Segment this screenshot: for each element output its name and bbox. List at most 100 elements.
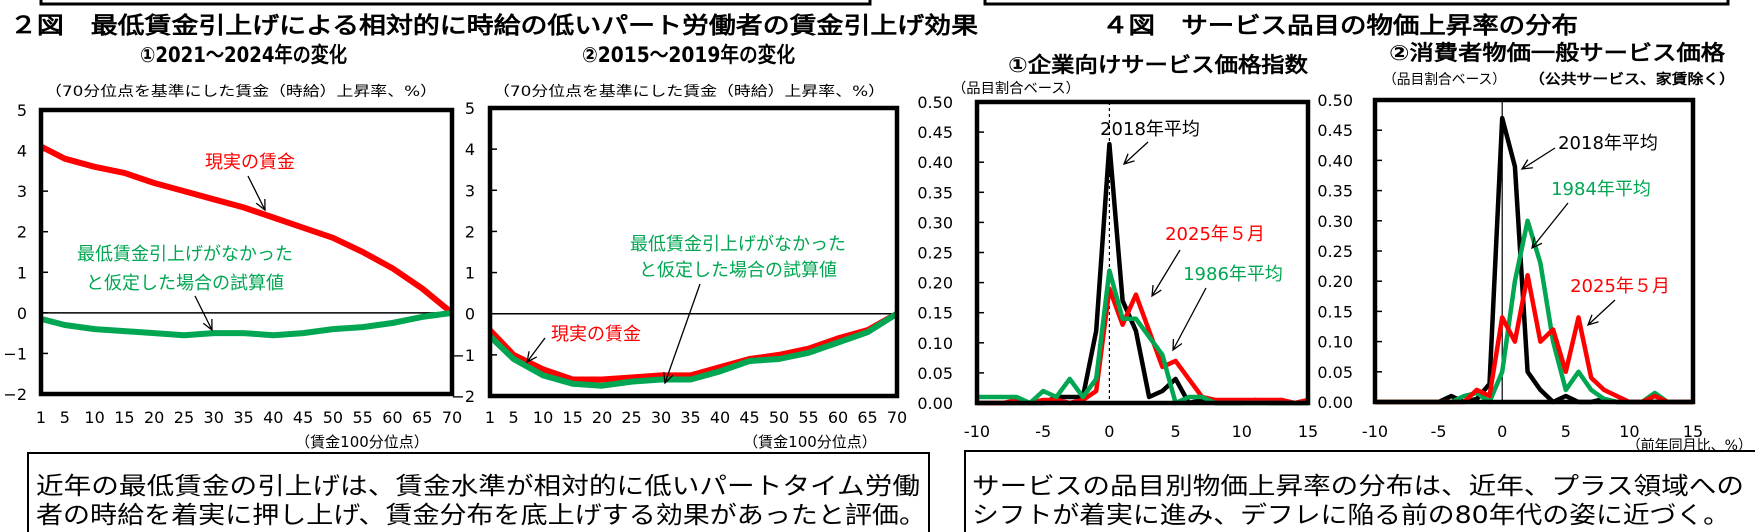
series-annotation: 最低賃金引上げがなかった bbox=[630, 234, 846, 255]
x-tick-label: 70 bbox=[887, 408, 907, 427]
x-tick-label: 70 bbox=[442, 408, 462, 427]
x-tick-label: 5 bbox=[60, 408, 70, 427]
x-tick-label: 10 bbox=[1619, 422, 1639, 441]
annotation-arrow-icon bbox=[1172, 287, 1207, 352]
x-tick-label: 30 bbox=[651, 408, 671, 427]
series-annotation: 2025年５月 bbox=[1165, 224, 1265, 245]
plot-frame bbox=[974, 99, 1311, 406]
chart4-note2: （公共サービス、家賃除く） bbox=[1529, 71, 1735, 88]
y-tick-label: 0 bbox=[17, 304, 27, 323]
x-tick-label: -5 bbox=[1431, 422, 1447, 441]
series-annotation: 1986年平均 bbox=[1183, 264, 1283, 285]
x-tick-label: 1 bbox=[36, 408, 46, 427]
x-tick-label: 15 bbox=[114, 408, 134, 427]
x-tick-label: -5 bbox=[1035, 422, 1051, 441]
x-tick-label: 5 bbox=[509, 408, 519, 427]
chart2-title: ②2015～2019年の変化 bbox=[582, 43, 795, 67]
y-tick-label: −1 bbox=[3, 344, 27, 363]
series-annotation: 1984年平均 bbox=[1551, 179, 1651, 200]
y-tick-label: 0.00 bbox=[917, 394, 953, 413]
x-tick-label: -10 bbox=[1362, 422, 1388, 441]
y-tick-label: 0.45 bbox=[917, 123, 953, 142]
figure2-comment-line1: 近年の最低賃金の引上げは、賃金水準が相対的に低いパートタイム労働 bbox=[36, 472, 920, 500]
y-tick-label: 0 bbox=[465, 305, 475, 324]
series-line-2 bbox=[977, 286, 1309, 406]
y-tick-label: −1 bbox=[451, 346, 475, 365]
figure2-comment-box bbox=[27, 452, 930, 532]
x-tick-label: 20 bbox=[592, 408, 612, 427]
x-tick-label: 10 bbox=[533, 408, 553, 427]
series-line-1 bbox=[487, 311, 899, 383]
chart-3: 0.50 0.45 0.40 0.35 0.30 0.25 0.20 0.15 0.10 0.05… bbox=[917, 93, 1318, 441]
figure4-comment-line1: サービスの品目別物価上昇率の分布は、近年、プラス領域への bbox=[972, 472, 1744, 500]
plot-frame bbox=[38, 107, 455, 397]
y-tick-label: 0.15 bbox=[1317, 302, 1353, 321]
x-tick-label: 25 bbox=[621, 408, 641, 427]
y-tick-label: 0.30 bbox=[917, 213, 953, 232]
x-tick-label: 15 bbox=[1683, 422, 1703, 441]
x-tick-label: 5 bbox=[1561, 422, 1571, 441]
y-tick-label: 0.40 bbox=[917, 153, 953, 172]
annotation-arrow-icon bbox=[1531, 202, 1569, 250]
y-tick-label: 0.25 bbox=[1317, 242, 1353, 261]
y-tick-label: 0.20 bbox=[917, 274, 953, 293]
chart4-title: ②消費者物価一般サービス価格 bbox=[1389, 41, 1726, 65]
series-line-2 bbox=[487, 311, 899, 389]
x-tick-label: 55 bbox=[798, 408, 818, 427]
x-tick-label: 0 bbox=[1497, 422, 1507, 441]
top-box-right bbox=[983, 0, 1730, 6]
y-tick-label: 0.30 bbox=[1317, 212, 1353, 231]
series-annotation: 2025年５月 bbox=[1570, 276, 1670, 297]
y-tick-label: 4 bbox=[465, 140, 475, 159]
x-tick-label: 40 bbox=[263, 408, 283, 427]
y-tick-label: 0.05 bbox=[917, 364, 953, 383]
chart1-title: ①2021～2024年の変化 bbox=[140, 43, 347, 67]
annotation-arrow-icon bbox=[1151, 249, 1181, 298]
series-annotation: 最低賃金引上げがなかった bbox=[77, 244, 293, 265]
annotation-arrow-icon bbox=[663, 283, 701, 385]
x-tick-label: 1 bbox=[485, 408, 495, 427]
y-tick-label: 2 bbox=[17, 223, 27, 242]
x-tick-label: 35 bbox=[233, 408, 253, 427]
x-tick-label: 15 bbox=[562, 408, 582, 427]
y-tick-label: 0.35 bbox=[1317, 182, 1353, 201]
annotation-arrow-icon bbox=[1122, 141, 1149, 166]
x-tick-label: 45 bbox=[293, 408, 313, 427]
plot-frame bbox=[487, 105, 900, 399]
y-tick-label: 1 bbox=[17, 263, 27, 282]
x-tick-label: 30 bbox=[204, 408, 224, 427]
series-annotation: 現実の賃金 bbox=[205, 152, 295, 173]
y-tick-label: 5 bbox=[17, 101, 27, 120]
y-tick-label: 0.15 bbox=[917, 304, 953, 323]
annotation-arrow-icon bbox=[1586, 299, 1616, 327]
x-tick-label: 15 bbox=[1298, 422, 1318, 441]
y-tick-label: −2 bbox=[451, 387, 475, 406]
series-line-1 bbox=[39, 143, 454, 316]
y-tick-label: 0.45 bbox=[1317, 121, 1353, 140]
series-line-3 bbox=[977, 268, 1308, 406]
y-tick-label: 0.10 bbox=[1317, 333, 1353, 352]
y-tick-label: 0.20 bbox=[1317, 272, 1353, 291]
x-tick-label: -10 bbox=[964, 422, 990, 441]
y-tick-label: 3 bbox=[465, 181, 475, 200]
chart-4: 0.50 0.45 0.40 0.35 0.30 0.25 0.20 0.15 0.10 0.05… bbox=[1317, 91, 1703, 441]
y-tick-label: 0.35 bbox=[917, 183, 953, 202]
y-tick-label: 1 bbox=[465, 264, 475, 283]
series-annotation: 現実の賃金 bbox=[551, 324, 641, 345]
x-tick-label: 35 bbox=[680, 408, 700, 427]
x-tick-label: 50 bbox=[769, 408, 789, 427]
plot-frame bbox=[1372, 97, 1696, 405]
x-tick-label: 50 bbox=[323, 408, 343, 427]
y-tick-label: 0.05 bbox=[1317, 363, 1353, 382]
chart1-xlabel: （賃金100分位点） bbox=[295, 433, 429, 451]
annotation-arrow-icon bbox=[194, 295, 213, 332]
annotation-arrow-icon bbox=[1520, 147, 1556, 170]
top-box-left bbox=[39, 0, 872, 6]
x-tick-label: 25 bbox=[174, 408, 194, 427]
chart2-note: （70分位点を基準にした賃金（時給）上昇率、%） bbox=[493, 83, 885, 100]
x-tick-label: 40 bbox=[710, 408, 730, 427]
y-tick-label: 4 bbox=[17, 142, 27, 161]
series-annotation: と仮定した場合の試算値 bbox=[86, 273, 284, 294]
